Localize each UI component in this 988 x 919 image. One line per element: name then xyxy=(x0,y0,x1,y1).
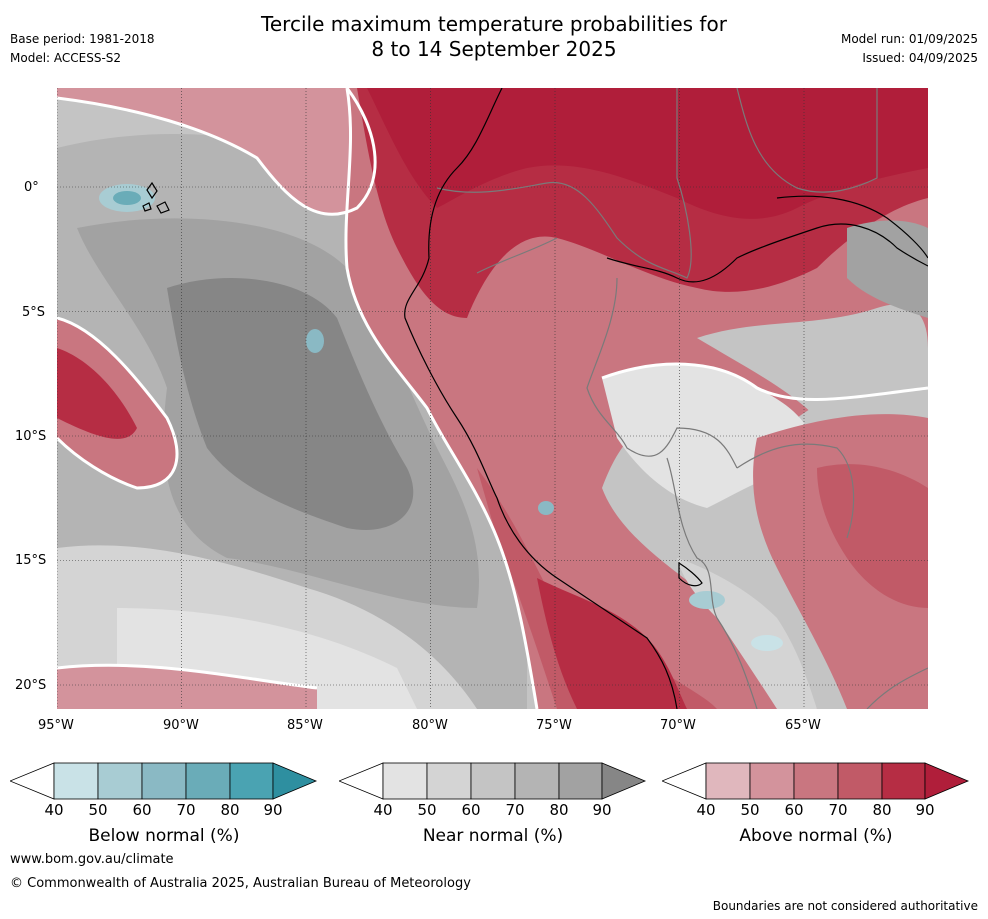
boundaries-note: Boundaries are not considered authoritat… xyxy=(712,899,978,913)
lon-label-70w: 70°W xyxy=(660,718,696,733)
cb-near-tick-50: 50 xyxy=(417,801,437,819)
colorbar-below xyxy=(10,762,318,800)
cb-below-tick-40: 40 xyxy=(44,801,64,819)
cb-above-tick-80: 80 xyxy=(872,801,892,819)
meta-left: Base period: 1981-2018 Model: ACCESS-S2 xyxy=(10,30,155,68)
lon-label-80w: 80°W xyxy=(412,718,448,733)
contour-white-coast xyxy=(344,88,539,709)
model-name: Model: ACCESS-S2 xyxy=(10,51,122,65)
country-borders xyxy=(436,88,928,709)
above-normal-90-area xyxy=(367,88,928,219)
near-normal-northeast-zone xyxy=(697,304,928,418)
title-line-1: Tercile maximum temperature probabilitie… xyxy=(261,12,727,36)
contour-white-south xyxy=(57,663,318,690)
colorbar-near xyxy=(339,762,647,800)
cb-below-tick-50: 50 xyxy=(88,801,108,819)
cb-above-title: Above normal (%) xyxy=(739,826,893,846)
cb-near-tick-60: 60 xyxy=(461,801,481,819)
cb-near-tick-90: 90 xyxy=(592,801,612,819)
above-normal-andes-core xyxy=(537,578,687,709)
cb-below-tick-80: 80 xyxy=(220,801,240,819)
model-run: Model run: 01/09/2025 xyxy=(840,32,978,46)
near-normal-90-zone xyxy=(167,278,414,530)
cb-above-tick-50: 50 xyxy=(740,801,760,819)
cb-below-tick-60: 60 xyxy=(132,801,152,819)
below-normal-bolivia xyxy=(751,635,783,651)
cb-near-tick-80: 80 xyxy=(549,801,569,819)
lat-label-10s: 10°S xyxy=(15,429,47,444)
website-link[interactable]: www.bom.gov.au/climate xyxy=(10,852,174,867)
contour-white-inland xyxy=(601,362,928,402)
above-normal-south-margin xyxy=(57,665,317,709)
contour-white-nw xyxy=(57,88,377,216)
cb-above-tick-60: 60 xyxy=(784,801,804,819)
below-normal-galapagos-core xyxy=(113,191,141,205)
base-period: Base period: 1981-2018 xyxy=(10,32,155,46)
colorbar-above xyxy=(662,762,970,800)
lon-label-90w: 90°W xyxy=(163,718,199,733)
map-title: Tercile maximum temperature probabilitie… xyxy=(0,12,988,62)
cb-near-tick-70: 70 xyxy=(505,801,525,819)
lon-label-65w: 65°W xyxy=(785,718,821,733)
lon-label-75w: 75°W xyxy=(536,718,572,733)
cb-above-tick-90: 90 xyxy=(915,801,935,819)
cb-near-title: Near normal (%) xyxy=(422,826,564,846)
cb-below-title: Below normal (%) xyxy=(88,826,240,846)
lat-label-15s: 15°S xyxy=(15,553,47,568)
lat-label-20s: 20°S xyxy=(15,678,47,693)
meta-right: Model run: 01/09/2025 Issued: 04/09/2025 xyxy=(841,30,978,68)
lon-label-85w: 85°W xyxy=(287,718,323,733)
issued-date: Issued: 04/09/2025 xyxy=(862,51,978,65)
lat-label-5s: 5°S xyxy=(22,305,46,320)
contour-white-sw xyxy=(57,316,179,490)
probability-map xyxy=(57,88,928,709)
lat-label-0: 0° xyxy=(24,180,39,195)
cb-above-tick-40: 40 xyxy=(696,801,716,819)
cb-near-tick-40: 40 xyxy=(373,801,393,819)
title-line-2: 8 to 14 September 2025 xyxy=(371,37,617,61)
below-normal-titicaca xyxy=(689,591,725,609)
above-normal-nw-band xyxy=(57,88,376,215)
lon-label-95w: 95°W xyxy=(38,718,74,733)
copyright-text: © Commonwealth of Australia 2025, Austra… xyxy=(10,876,471,891)
cb-below-tick-90: 90 xyxy=(263,801,283,819)
near-normal-far-northeast xyxy=(847,220,928,318)
above-normal-east-core xyxy=(817,464,928,608)
above-normal-sw-core xyxy=(57,348,137,439)
below-normal-peru xyxy=(538,501,554,515)
cb-above-tick-70: 70 xyxy=(828,801,848,819)
graticule xyxy=(57,88,928,709)
below-normal-offshore xyxy=(306,329,324,353)
cb-below-tick-70: 70 xyxy=(176,801,196,819)
coastline xyxy=(142,88,928,709)
